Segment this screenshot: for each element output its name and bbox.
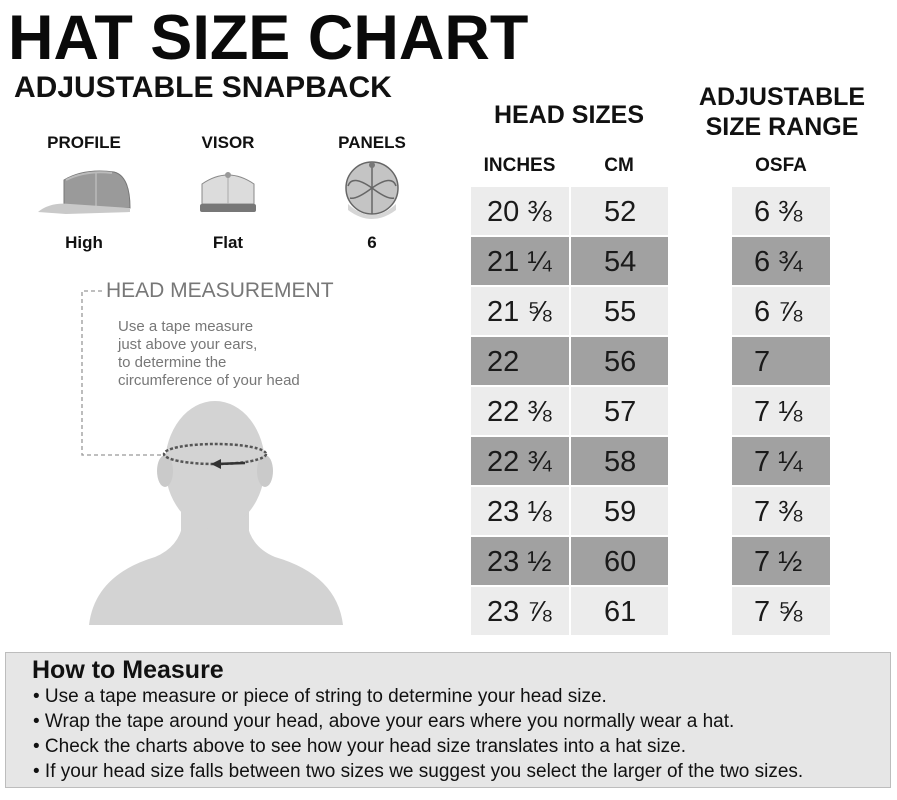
inches-cell: 21 ¼ xyxy=(471,237,569,285)
inches-cell: 20 ⅜ xyxy=(471,187,569,235)
size-range-title-line2: SIZE RANGE xyxy=(705,113,859,141)
osfa-cell: 7 ⅛ xyxy=(732,387,830,435)
how-to-item: • Wrap the tape around your head, above … xyxy=(33,711,735,732)
inches-cell: 22 xyxy=(471,337,569,385)
head-silhouette-illustration xyxy=(81,290,343,625)
inches-column-header: INCHES xyxy=(483,155,556,176)
head-sizes-title: HEAD SIZES xyxy=(493,101,645,129)
panels-label: PANELS xyxy=(338,133,406,152)
inches-cell: 21 ⅝ xyxy=(471,287,569,335)
profile-value: High xyxy=(65,233,103,252)
cm-cell: 57 xyxy=(571,387,668,435)
osfa-column-header: OSFA xyxy=(755,155,807,176)
osfa-cell: 6 ⅞ xyxy=(732,287,830,335)
cm-cell: 61 xyxy=(571,587,668,635)
head-measurement-line: just above your ears, xyxy=(118,336,258,353)
panels-value: 6 xyxy=(367,233,377,252)
osfa-cell: 7 xyxy=(732,337,830,385)
page-subtitle: ADJUSTABLE SNAPBACK xyxy=(14,71,392,104)
head-measurement-label: HEAD MEASUREMENT xyxy=(106,279,334,302)
cm-cell: 52 xyxy=(571,187,668,235)
osfa-cell: 7 ⅝ xyxy=(732,587,830,635)
inches-cell: 22 ⅜ xyxy=(471,387,569,435)
cm-column-header: CM xyxy=(604,155,634,176)
osfa-cell: 7 ¼ xyxy=(732,437,830,485)
cm-cell: 60 xyxy=(571,537,668,585)
osfa-cell: 7 ½ xyxy=(732,537,830,585)
how-to-item: • Check the charts above to see how your… xyxy=(33,736,687,757)
high-profile-cap-icon xyxy=(38,170,131,214)
cm-cell: 55 xyxy=(571,287,668,335)
head-measurement-line: to determine the xyxy=(118,354,227,371)
inches-cell: 23 ½ xyxy=(471,537,569,585)
cm-cell: 58 xyxy=(571,437,668,485)
inches-cell: 23 ⅛ xyxy=(471,487,569,535)
how-to-item: • If your head size falls between two si… xyxy=(33,761,804,782)
head-measurement-line: Use a tape measure xyxy=(118,318,254,335)
visor-label: VISOR xyxy=(201,133,255,152)
head-measurement-line: circumference of your head xyxy=(118,372,300,389)
osfa-cell: 6 ¾ xyxy=(732,237,830,285)
flat-visor-cap-icon xyxy=(200,172,256,212)
how-to-item: • Use a tape measure or piece of string … xyxy=(33,686,607,707)
cm-cell: 56 xyxy=(571,337,668,385)
how-to-measure-title: How to Measure xyxy=(32,656,224,684)
head-measurement-description: Use a tape measure just above your ears,… xyxy=(118,318,328,390)
visor-value: Flat xyxy=(212,233,244,252)
six-panel-cap-icon xyxy=(345,161,399,219)
inches-cell: 23 ⅞ xyxy=(471,587,569,635)
profile-label: PROFILE xyxy=(47,133,121,152)
cm-cell: 54 xyxy=(571,237,668,285)
size-range-title-line1: ADJUSTABLE xyxy=(698,83,866,111)
how-to-measure-panel xyxy=(5,652,891,788)
page-title: HAT SIZE CHART xyxy=(8,3,529,73)
osfa-cell: 6 ⅜ xyxy=(732,187,830,235)
inches-cell: 22 ¾ xyxy=(471,437,569,485)
osfa-cell: 7 ⅜ xyxy=(732,487,830,535)
cm-cell: 59 xyxy=(571,487,668,535)
